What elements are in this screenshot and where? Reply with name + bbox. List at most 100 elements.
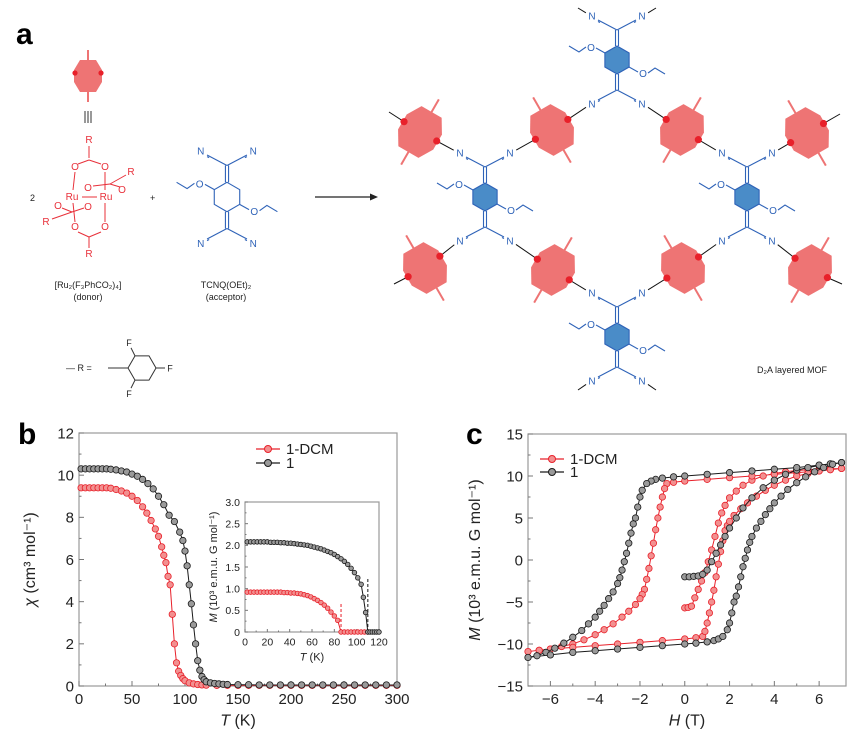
atom-label: O	[84, 202, 92, 213]
trifluorophenyl-structure: F F F	[108, 338, 173, 399]
cyano-bond	[597, 366, 618, 378]
coordination-bond	[577, 7, 587, 14]
data-point	[382, 681, 390, 689]
y-tick-label: 3.0	[225, 497, 240, 509]
data-point	[329, 681, 337, 689]
data-point	[133, 496, 141, 505]
data-point	[770, 465, 778, 473]
atom-label: N	[197, 146, 204, 157]
data-point	[636, 595, 644, 603]
data-point	[761, 511, 769, 519]
ethyl-chain	[568, 322, 587, 330]
data-point	[793, 472, 801, 480]
y-tick-label: −15	[498, 678, 523, 695]
data-point	[139, 503, 147, 511]
data-point	[728, 609, 736, 617]
donor-formula: [Ru₂(F₃PhCO₂)₄]	[55, 280, 122, 290]
data-point	[355, 575, 361, 581]
ethyl-chain	[515, 204, 534, 212]
atom-label-fluorine: F	[167, 364, 173, 374]
atom-label: O	[84, 183, 92, 194]
bond	[72, 202, 76, 223]
data-point	[656, 503, 664, 511]
atom-label: N	[718, 149, 725, 160]
y-axis-symbol: χ	[22, 598, 39, 609]
donor-unit	[530, 96, 574, 164]
cyano-bond	[206, 228, 228, 240]
legend-label: 1-DCM	[570, 451, 618, 468]
data-point	[636, 493, 644, 501]
data-point	[139, 475, 147, 483]
series-1	[524, 458, 846, 662]
data-point	[133, 472, 141, 480]
atom-label: Ru	[100, 192, 113, 203]
ether-bond	[463, 184, 474, 191]
y-tick-label: 10	[506, 468, 523, 485]
data-point	[739, 504, 747, 512]
y-tick-label: 10	[57, 468, 74, 485]
cyano-bond	[465, 158, 469, 160]
data-point	[793, 463, 801, 472]
data-point	[701, 627, 709, 636]
cyano-bond	[465, 156, 486, 168]
plus-sign: +	[150, 193, 155, 203]
data-point	[128, 492, 136, 500]
atom-label-fluorine: F	[126, 389, 132, 399]
x-tick-label: 40	[284, 637, 296, 649]
data-point	[319, 681, 327, 689]
data-point	[687, 602, 696, 610]
data-point	[741, 554, 749, 562]
donor-site-dot	[436, 252, 444, 260]
atom-label: O	[455, 180, 463, 191]
data-point	[276, 681, 284, 689]
plot-frame	[244, 501, 380, 633]
panel-label-a: a	[16, 18, 33, 51]
reaction-arrow	[315, 193, 378, 201]
x-tick-label: 100	[172, 691, 197, 708]
cyano-bond	[616, 366, 637, 378]
cyano-bond	[746, 226, 767, 238]
data-point	[705, 609, 713, 617]
atom-label: N	[588, 377, 595, 388]
data-point	[730, 598, 738, 606]
atom-label: N	[638, 100, 645, 111]
atom-label: N	[638, 377, 645, 388]
cyano-bond	[633, 21, 637, 23]
cyano-bond	[763, 158, 767, 160]
ethyl-chain	[568, 45, 587, 53]
panel-label-c: c	[466, 418, 483, 451]
ether-bond	[595, 47, 606, 54]
data-point	[752, 524, 761, 532]
data-point	[620, 558, 628, 566]
data-point	[287, 681, 295, 689]
x-axis-unit: (T)	[680, 713, 705, 730]
chart-hysteresis: −6 −4 −2 0 2 4 6 −15 −10 −5 0 5 10 15 H (T) M (10³ e.m.…	[467, 426, 847, 730]
atom-label: N	[250, 146, 257, 157]
data-point	[361, 681, 369, 689]
data-point	[591, 613, 599, 621]
quinoid-ring	[213, 181, 241, 213]
atom-label: N	[250, 239, 257, 250]
x-tick-label: 250	[331, 691, 356, 708]
data-point	[609, 620, 617, 628]
coordination-bond	[577, 384, 587, 391]
atom-label: N	[638, 289, 645, 300]
data-point	[725, 494, 734, 502]
data-point	[784, 485, 792, 494]
data-point	[694, 585, 702, 594]
data-point	[658, 493, 666, 501]
donor-unit	[398, 98, 442, 166]
cyano-bond	[465, 226, 486, 238]
data-point	[739, 563, 747, 571]
data-point	[737, 573, 745, 581]
data-point	[636, 643, 644, 651]
atom-label: O	[118, 185, 126, 196]
cyano-bond	[597, 19, 618, 31]
data-point	[625, 539, 633, 547]
data-point	[524, 647, 532, 656]
data-point	[123, 489, 131, 497]
data-point	[393, 681, 401, 689]
acceptor-unit: N N N N O O	[176, 146, 278, 250]
cyano-bond	[727, 158, 731, 160]
cyano-bond	[616, 19, 637, 31]
